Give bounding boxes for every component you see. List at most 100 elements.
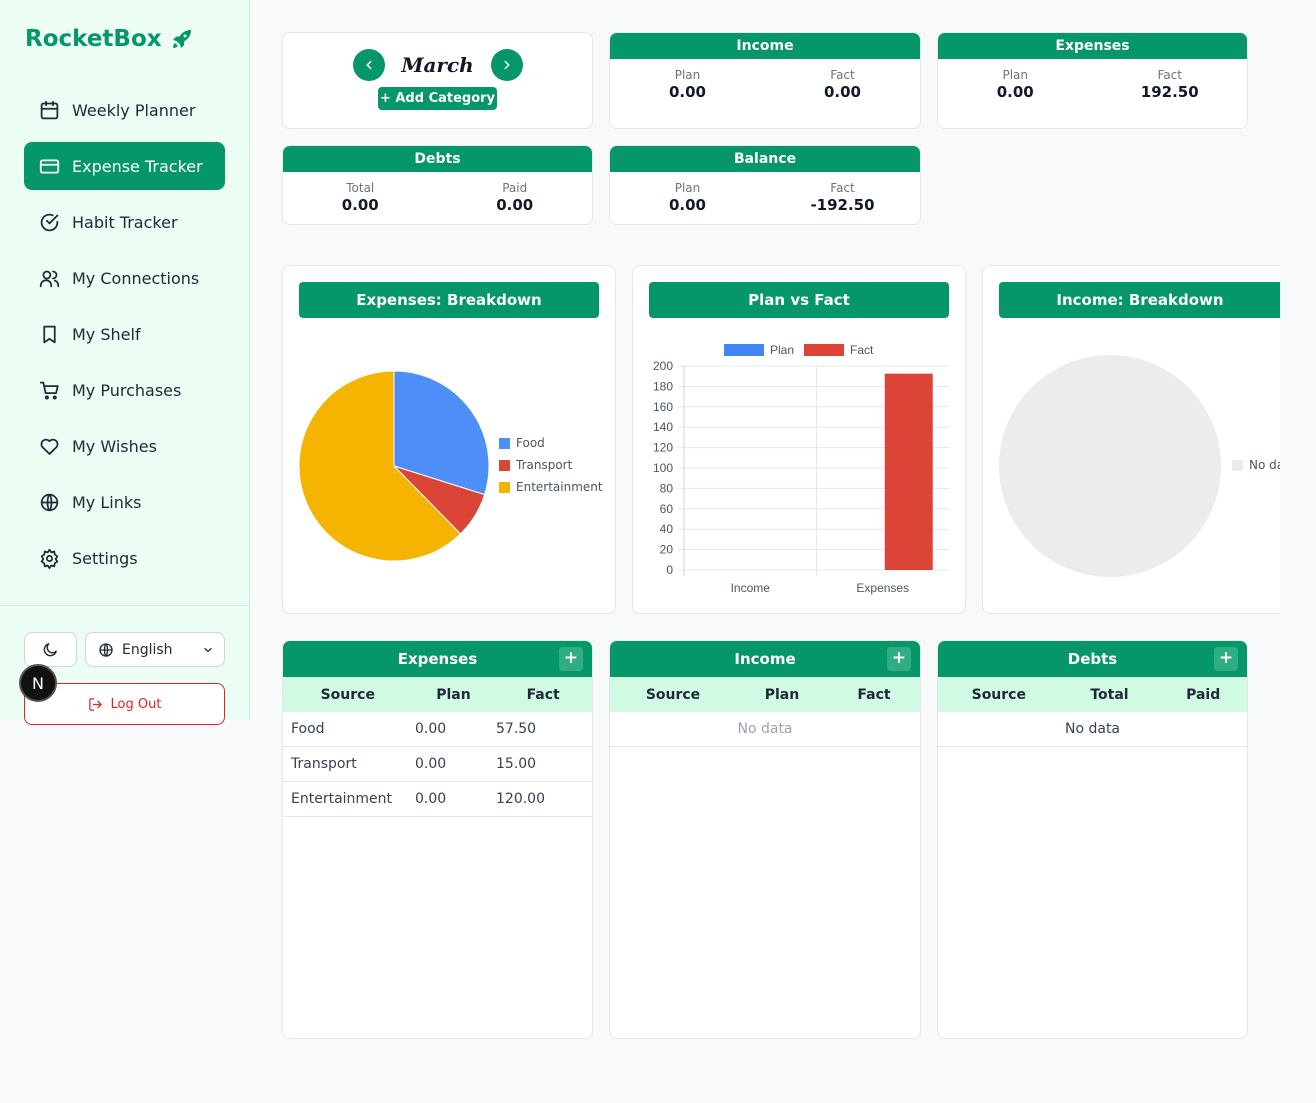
x-tick-label: Income xyxy=(731,581,771,595)
stat-label: Fact xyxy=(830,181,855,195)
card-title: Debts xyxy=(283,146,592,172)
bar-fact-expenses xyxy=(884,373,933,570)
cell-source: Transport xyxy=(291,756,357,772)
sidebar-item-weekly-planner[interactable]: Weekly Planner xyxy=(24,86,225,134)
stat-label: Total xyxy=(346,181,375,195)
sidebar-item-my-connections[interactable]: My Connections xyxy=(24,254,225,302)
column-header: Source xyxy=(320,686,375,703)
cell-source: Entertainment xyxy=(291,791,393,807)
legend-label: Transport xyxy=(516,458,573,472)
debts-summary-card: Debts Total 0.00 Paid 0.00 xyxy=(282,145,593,225)
add-income-button[interactable]: + xyxy=(887,647,911,671)
debts-table: Debts + Source Total Paid No data xyxy=(937,640,1248,1039)
table-title: Expenses xyxy=(397,650,478,668)
income-pie-chart xyxy=(999,355,1221,577)
table-row[interactable]: Transport 0.00 15.00 xyxy=(283,747,592,782)
gear-icon xyxy=(40,548,59,569)
expenses-table: Expenses + Source Plan Fact Food 0.00 57.… xyxy=(282,640,593,1039)
sidebar-divider xyxy=(0,605,249,606)
debts-total-value: 0.00 xyxy=(341,196,379,214)
y-tick-label: 60 xyxy=(660,502,674,516)
table-row[interactable]: Food 0.00 57.50 xyxy=(283,712,592,747)
sidebar-item-my-shelf[interactable]: My Shelf xyxy=(24,310,225,358)
chevron-left-icon xyxy=(365,60,371,70)
y-tick-label: 120 xyxy=(653,441,673,455)
cell-source: Food xyxy=(291,721,325,737)
brand-logo[interactable]: RocketBox xyxy=(25,26,194,52)
cell-fact: 57.50 xyxy=(496,721,537,737)
legend-item-entertainment: Entertainment xyxy=(499,480,603,494)
legend-label-plan: Plan xyxy=(770,343,794,357)
sidebar-item-my-wishes[interactable]: My Wishes xyxy=(24,422,225,470)
rocket-icon xyxy=(172,30,191,48)
legend-item-no-data: No data xyxy=(1232,458,1280,472)
stat-label: Plan xyxy=(674,68,701,82)
logout-icon xyxy=(88,697,102,711)
language-select[interactable]: English xyxy=(85,632,225,667)
card-title: Income xyxy=(610,33,920,59)
sidebar-nav: Weekly Planner Expense Tracker Habit Tra… xyxy=(24,86,225,590)
sidebar-item-settings[interactable]: Settings xyxy=(24,534,225,582)
sidebar-item-label: Habit Tracker xyxy=(72,212,178,232)
previous-month-button[interactable] xyxy=(352,49,385,81)
heart-icon xyxy=(40,438,59,455)
sidebar-item-expense-tracker[interactable]: Expense Tracker xyxy=(24,142,225,190)
sidebar-item-habit-tracker[interactable]: Habit Tracker xyxy=(24,198,225,246)
legend-swatch xyxy=(499,437,510,449)
column-header: Fact xyxy=(857,686,891,703)
legend-label: Entertainment xyxy=(516,480,603,494)
income-breakdown-panel: Income: Breakdown No data xyxy=(982,265,1280,614)
cell-plan: 0.00 xyxy=(415,791,447,807)
column-header: Plan xyxy=(436,686,471,703)
check-circle-icon xyxy=(40,213,59,231)
plan-vs-fact-panel: Plan vs Fact 200 180 160 140 120 100 80 60 40 20 0… xyxy=(632,265,966,614)
x-tick-label: Expenses xyxy=(856,581,909,595)
credit-card-icon xyxy=(39,159,60,173)
balance-summary-card: Balance Plan 0.00 Fact -192.50 xyxy=(609,145,921,225)
cell-plan: 0.00 xyxy=(415,721,447,737)
sidebar-item-my-purchases[interactable]: My Purchases xyxy=(24,366,225,414)
cell-plan: 0.00 xyxy=(415,756,447,772)
column-header: Total xyxy=(1090,686,1129,703)
month-name: March xyxy=(401,53,474,77)
chevron-down-icon xyxy=(204,647,212,652)
users-icon xyxy=(39,270,60,287)
table-title: Income xyxy=(734,650,796,668)
chart-title: Plan vs Fact xyxy=(649,282,949,318)
column-header: Paid xyxy=(1186,686,1221,703)
theme-toggle-button[interactable] xyxy=(24,632,77,667)
globe-icon xyxy=(99,642,113,657)
dev-badge[interactable]: N xyxy=(19,664,57,702)
stat-label: Fact xyxy=(1157,68,1182,82)
column-header: Fact xyxy=(526,686,560,703)
table-row[interactable]: Entertainment 0.00 120.00 xyxy=(283,782,592,817)
pie-slice-food xyxy=(393,370,490,496)
cell-fact: 15.00 xyxy=(496,756,537,772)
y-tick-label: 0 xyxy=(666,563,673,577)
logout-button[interactable]: Log Out xyxy=(24,683,225,725)
chart-title: Expenses: Breakdown xyxy=(299,282,599,318)
brand-name: RocketBox xyxy=(25,26,162,52)
add-category-button[interactable]: + Add Category xyxy=(378,87,497,110)
sidebar-item-label: Weekly Planner xyxy=(72,100,196,120)
legend-swatch-fact xyxy=(804,344,844,356)
next-month-button[interactable] xyxy=(490,49,523,81)
sidebar-item-label: My Purchases xyxy=(72,380,182,400)
month-selector-card: March + Add Category xyxy=(282,32,593,129)
cell-fact: 120.00 xyxy=(496,791,545,807)
language-label: English xyxy=(122,641,173,658)
add-debt-button[interactable]: + xyxy=(1214,647,1238,671)
legend-swatch xyxy=(1232,459,1243,471)
expenses-fact-value: 192.50 xyxy=(1140,83,1199,101)
legend-label-fact: Fact xyxy=(850,343,874,357)
chevron-right-icon xyxy=(504,60,510,70)
sidebar-item-my-links[interactable]: My Links xyxy=(24,478,225,526)
bookmark-icon xyxy=(43,325,56,343)
stat-label: Fact xyxy=(830,68,855,82)
add-expense-button[interactable]: + xyxy=(559,647,583,671)
balance-fact-value: -192.50 xyxy=(810,196,875,214)
sidebar-item-label: Expense Tracker xyxy=(72,156,203,176)
y-tick-label: 180 xyxy=(653,379,673,393)
card-title: Expenses xyxy=(938,33,1247,59)
